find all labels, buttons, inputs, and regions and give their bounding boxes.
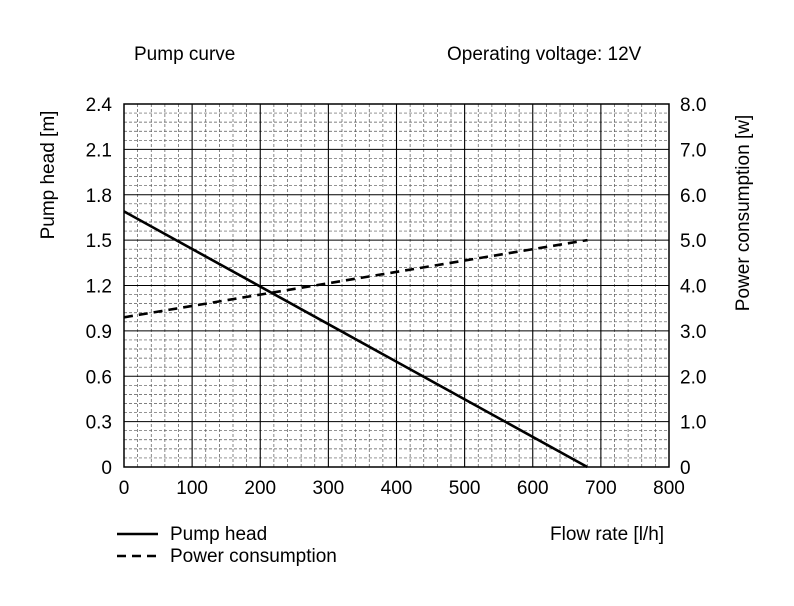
y2-tick-label: 0 [680,458,691,479]
series-layer [123,210,588,469]
x-tick-label: 300 [313,478,345,499]
x-tick-label: 100 [176,478,208,499]
x-tick-label: 0 [119,478,130,499]
x-tick-label: 700 [585,478,617,499]
y2-tick-label: 8.0 [680,95,706,116]
y-tick-label: 2.4 [86,95,113,116]
y-axis-ticks: 0 0.3 0.6 0.9 1.2 1.5 1.8 2.1 2.4 [86,95,113,479]
y2-tick-label: 6.0 [680,186,706,207]
x-tick-label: 500 [449,478,481,499]
y2-tick-label: 3.0 [680,322,706,343]
major-gridlines [124,104,669,467]
y2-tick-label: 5.0 [680,231,706,252]
y2-tick-label: 2.0 [680,367,706,388]
y2-tick-label: 4.0 [680,277,706,298]
legend: Pump head Power consumption [117,524,337,567]
x-axis-label: Flow rate [l/h] [550,524,664,545]
y-tick-label: 1.2 [86,277,112,298]
series-line-pump-head [123,210,588,469]
y-tick-label: 2.1 [86,140,112,161]
legend-label-pump-head: Pump head [170,524,267,545]
x-tick-label: 200 [244,478,276,499]
x-tick-label: 400 [381,478,413,499]
y-tick-label: 0.6 [86,367,112,388]
series-line-power-consumption [123,238,588,319]
plot-frame [123,103,670,468]
chart-subtitle: Operating voltage: 12V [447,44,642,65]
y-axis-label: Pump head [m] [38,111,59,240]
y2-axis-ticks: 0 1.0 2.0 3.0 4.0 5.0 6.0 7.0 8.0 [680,95,706,479]
y2-axis-label: Power consumption [w] [733,115,754,311]
y-tick-label: 0 [101,458,112,479]
chart-title: Pump curve [134,44,235,65]
y2-tick-label: 1.0 [680,413,706,434]
y-tick-label: 1.5 [86,231,112,252]
x-axis-ticks: 0 100 200 300 400 500 600 700 800 [119,478,685,499]
x-tick-label: 600 [517,478,549,499]
legend-label-power-consumption: Power consumption [170,546,337,567]
y-tick-label: 0.3 [86,413,112,434]
y-tick-label: 0.9 [86,322,112,343]
y-tick-label: 1.8 [86,186,112,207]
y2-tick-label: 7.0 [680,140,706,161]
x-tick-label: 800 [653,478,685,499]
